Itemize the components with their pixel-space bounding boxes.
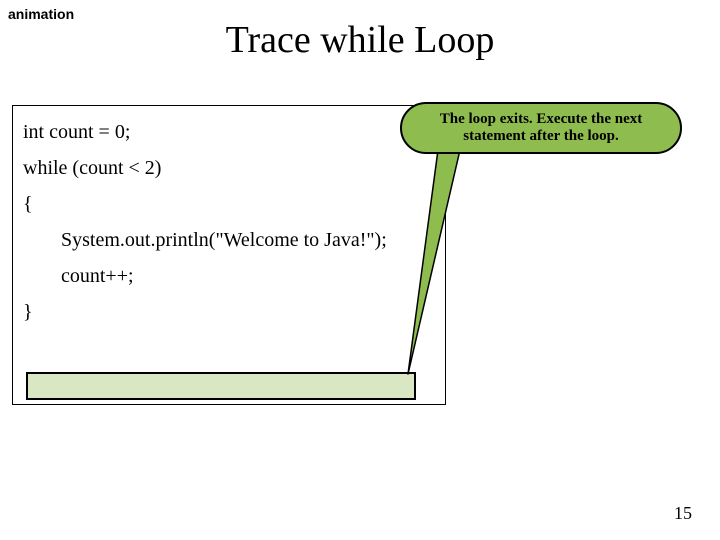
code-line: count++;: [23, 258, 435, 294]
page-title: Trace while Loop: [0, 18, 720, 62]
code-line: int count = 0;: [23, 114, 435, 150]
code-line: System.out.println("Welcome to Java!");: [23, 222, 435, 258]
code-block: int count = 0; while (count < 2) { Syste…: [12, 105, 446, 405]
highlight-rect: [26, 372, 416, 400]
page-number: 15: [674, 503, 692, 524]
callout-bubble: The loop exits. Execute the next stateme…: [400, 102, 682, 154]
code-line: {: [23, 186, 435, 222]
code-line: }: [23, 294, 435, 330]
code-line: while (count < 2): [23, 150, 435, 186]
callout-text: The loop exits. Execute the next stateme…: [414, 111, 668, 145]
